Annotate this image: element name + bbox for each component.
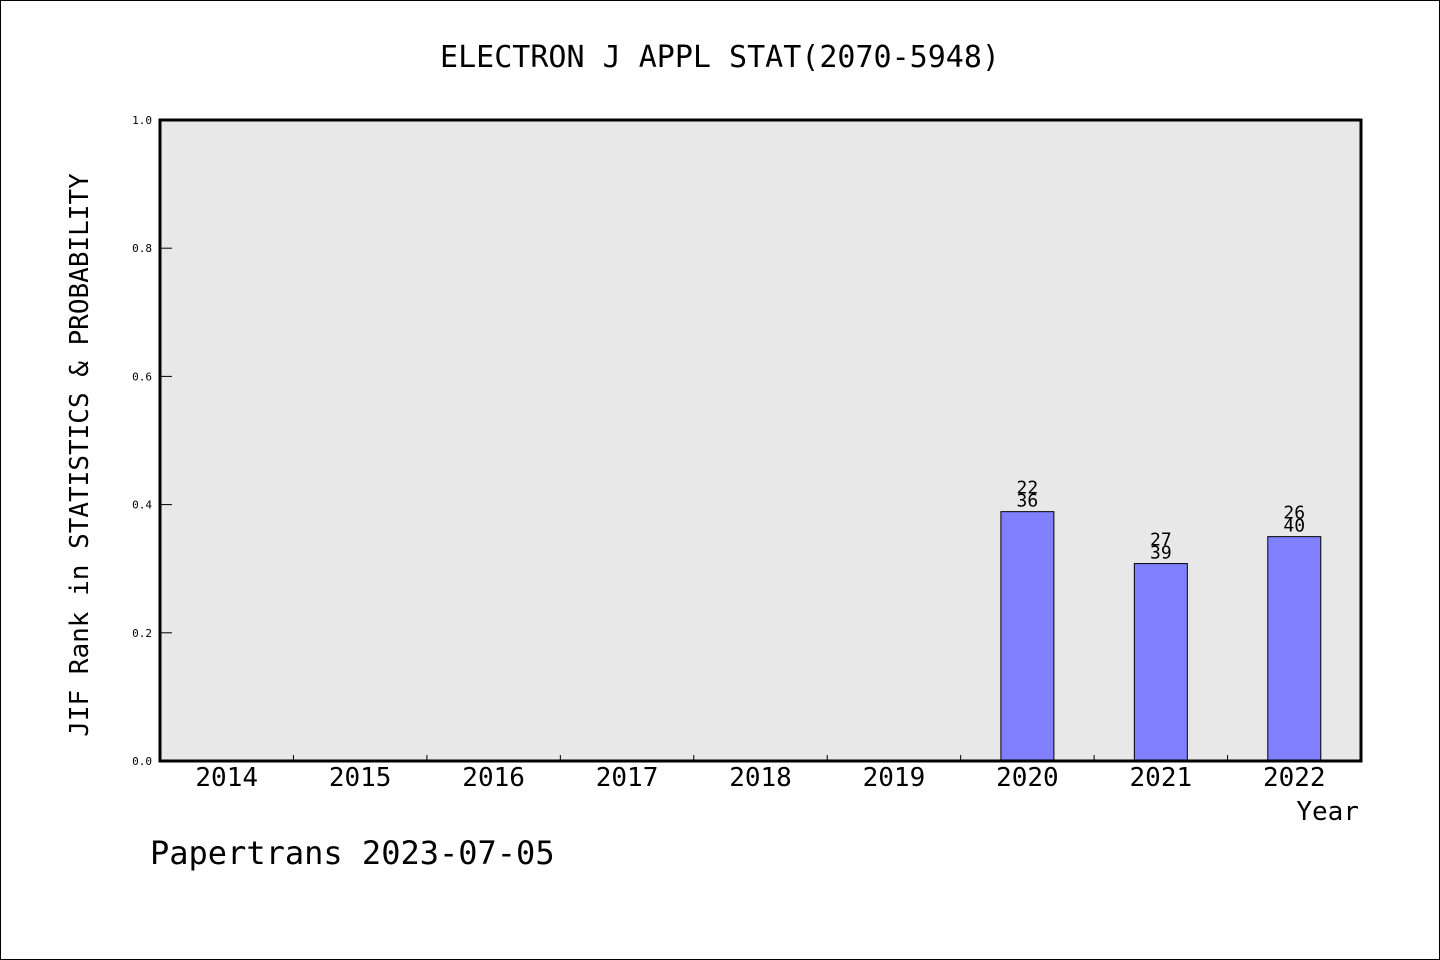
y-tick-label-0.2: 0.2 bbox=[132, 627, 152, 640]
bars-group bbox=[1000, 511, 1322, 762]
bar-label-total-2022: 40 bbox=[1283, 516, 1305, 537]
x-axis: 2014 2015 2016 2017 2018 2019 2020 2021 2022 bbox=[195, 755, 1326, 793]
x-tick-label-2018: 2018 bbox=[729, 763, 792, 793]
x-tick-label-2017: 2017 bbox=[596, 763, 659, 793]
x-tick-label-2022: 2022 bbox=[1263, 763, 1326, 793]
bar-label-total-2020: 36 bbox=[1017, 491, 1039, 512]
x-tick-label-2020: 2020 bbox=[996, 763, 1059, 793]
y-tick-label-0.0: 0.0 bbox=[132, 755, 152, 768]
footer-credit: Papertrans 2023-07-05 bbox=[150, 834, 555, 872]
chart-title: ELECTRON J APPL STAT(2070-5948) bbox=[440, 40, 1000, 75]
plot-border bbox=[158, 118, 1363, 763]
y-tick-label-1.0: 1.0 bbox=[132, 114, 152, 127]
bar-label-total-2021: 39 bbox=[1150, 543, 1172, 564]
x-axis-label: Year bbox=[1296, 797, 1359, 827]
bar-label-rank-2021: 27 bbox=[1150, 530, 1172, 551]
y-tick-label-0.8: 0.8 bbox=[132, 242, 152, 255]
bar-2022 bbox=[1267, 536, 1322, 762]
x-tick-label-2016: 2016 bbox=[462, 763, 525, 793]
bar-2020 bbox=[1000, 511, 1055, 762]
y-axis-label: JIF Rank in STATISTICS & PROBABILITY bbox=[65, 173, 95, 737]
y-tick-label-0.6: 0.6 bbox=[132, 370, 152, 383]
y-axis: 0.0 0.2 0.4 0.6 0.8 1.0 bbox=[132, 114, 172, 768]
bar-2021 bbox=[1133, 563, 1188, 762]
x-tick-label-2021: 2021 bbox=[1130, 763, 1193, 793]
bar-label-rank-2020: 22 bbox=[1017, 478, 1039, 499]
y-tick-label-0.4: 0.4 bbox=[132, 499, 152, 512]
x-tick-label-2015: 2015 bbox=[329, 763, 392, 793]
x-tick-label-2014: 2014 bbox=[195, 763, 258, 793]
bar-label-rank-2022: 26 bbox=[1283, 503, 1305, 524]
x-tick-label-2019: 2019 bbox=[863, 763, 926, 793]
